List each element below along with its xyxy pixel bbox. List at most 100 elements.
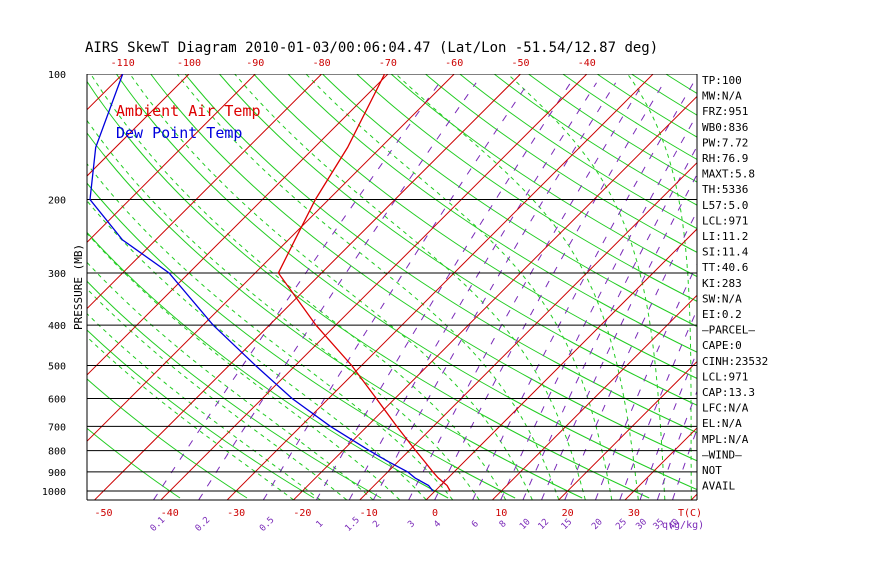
- mixing-ratio-label: 20: [590, 517, 605, 532]
- mixing-ratio-line: [673, 83, 847, 500]
- mixing-ratio-label: 6: [470, 519, 481, 530]
- top-temp-tick-label: -110: [111, 58, 135, 69]
- index-label: —WIND—: [702, 448, 742, 461]
- index-label: NOT: [702, 464, 722, 477]
- dry-adiabat-line: [323, 74, 870, 498]
- mixing-ratio-label: 15: [560, 517, 575, 532]
- temp-tick-label: -50: [94, 508, 112, 519]
- dry-adiabat-line: [735, 74, 870, 498]
- mixing-ratio-label: 10: [518, 517, 533, 532]
- legend-dew-point-temp: Dew Point Temp: [116, 124, 242, 142]
- temp-tick-label: -40: [161, 508, 179, 519]
- dry-adiabat-line: [460, 74, 870, 498]
- mixing-ratio-line: [596, 83, 789, 500]
- mixing-ratio-label: 2: [371, 519, 382, 530]
- index-label: L57:5.0: [702, 199, 748, 212]
- pressure-tick-label: 100: [48, 70, 66, 81]
- top-temp-tick-label: -80: [313, 58, 331, 69]
- isotherm-line: [493, 74, 870, 500]
- index-label: FRZ:951: [702, 105, 748, 118]
- mixing-ratio-label: 1: [315, 519, 326, 530]
- isotherm-line: [426, 74, 852, 500]
- index-label: LCL:971: [702, 214, 748, 227]
- mixing-ratio-label: 0.2: [194, 515, 213, 534]
- mixing-ratio-label: 12: [537, 517, 552, 532]
- temp-tick-label: 30: [628, 508, 640, 519]
- index-label: SW:N/A: [702, 292, 742, 305]
- index-label: LCL:971: [702, 370, 748, 383]
- index-label: —PARCEL—: [702, 324, 755, 337]
- pressure-tick-label: 600: [48, 395, 66, 406]
- mixing-ratio-line: [373, 83, 615, 500]
- mixing-ratio-line: [199, 83, 476, 500]
- temperature-axis-label: T(C): [678, 508, 702, 519]
- index-label: CINH:23532: [702, 355, 768, 368]
- index-label: EI:0.2: [702, 308, 742, 321]
- pressure-tick-label: 700: [48, 422, 66, 433]
- mixing-ratio-label: 8: [498, 519, 509, 530]
- top-temp-tick-label: -70: [379, 58, 397, 69]
- index-label: KI:283: [702, 277, 742, 290]
- dry-adiabat-line: [494, 74, 870, 498]
- mixing-ratio-line: [154, 83, 440, 500]
- isotherm-line: [0, 74, 123, 500]
- moist-adiabat-line: [235, 74, 586, 500]
- isotherm-line: [294, 74, 720, 500]
- index-label: TP:100: [702, 74, 742, 87]
- mixing-ratio-label: 4: [432, 519, 443, 530]
- dry-adiabat-line: [13, 74, 515, 498]
- index-label: LFC:N/A: [702, 402, 749, 415]
- temp-tick-label: 0: [432, 508, 438, 519]
- temp-tick-label: 20: [562, 508, 574, 519]
- pressure-tick-label: 500: [48, 362, 66, 373]
- index-label: RH:76.9: [702, 152, 748, 165]
- index-label: WB0:836: [702, 121, 748, 134]
- temp-tick-label: -20: [293, 508, 311, 519]
- temp-tick-label: -30: [227, 508, 245, 519]
- index-label: MPL:N/A: [702, 433, 749, 446]
- top-temp-tick-label: -60: [445, 58, 463, 69]
- index-label: SI:11.4: [702, 246, 749, 259]
- mixing-ratio-label: 3: [406, 519, 417, 530]
- temp-tick-label: 10: [495, 508, 507, 519]
- pressure-tick-label: 900: [48, 468, 66, 479]
- top-temp-tick-label: -50: [511, 58, 529, 69]
- mixing-ratio-label: 30: [634, 517, 649, 532]
- index-label: CAP:13.3: [702, 386, 755, 399]
- temp-tick-label: -10: [360, 508, 378, 519]
- pressure-tick-label: 400: [48, 321, 66, 332]
- dry-adiabat-line: [151, 74, 784, 498]
- isotherm-line: [0, 74, 56, 500]
- y-axis-label: PRESSURE (MB): [72, 244, 85, 330]
- top-temp-tick-label: -90: [246, 58, 264, 69]
- legend-ambient-air-temp: Ambient Air Temp: [116, 102, 261, 120]
- index-label: MAXT:5.8: [702, 168, 755, 181]
- index-label: MW:N/A: [702, 90, 742, 103]
- isotherm-line: [758, 74, 870, 500]
- pressure-tick-label: 300: [48, 269, 66, 280]
- dry-adiabat-line: [357, 74, 870, 498]
- index-label: LI:11.2: [702, 230, 748, 243]
- chart-title: AIRS SkewT Diagram 2010-01-03/00:06:04.4…: [85, 40, 658, 56]
- dry-adiabat-line: [185, 74, 850, 498]
- index-label: TH:5336: [702, 183, 748, 196]
- mixing-ratio-line: [409, 83, 644, 500]
- dry-adiabat-line: [391, 74, 870, 498]
- index-label: TT:40.6: [702, 261, 748, 274]
- pressure-tick-label: 1000: [42, 487, 66, 498]
- dry-adiabat-line: [219, 74, 870, 498]
- index-label: CAPE:0: [702, 339, 742, 352]
- mixing-ratio-label: 25: [614, 517, 629, 532]
- top-temp-tick-label: -100: [177, 58, 201, 69]
- isotherm-line: [227, 74, 653, 500]
- moist-adiabat-line: [508, 74, 665, 500]
- index-label: EL:N/A: [702, 417, 742, 430]
- pressure-tick-label: 200: [48, 196, 66, 207]
- index-label: AVAIL: [702, 480, 735, 493]
- top-temp-tick-label: -40: [578, 58, 596, 69]
- mixing-ratio-label: 0.5: [258, 515, 277, 534]
- pressure-tick-label: 800: [48, 447, 66, 458]
- mixing-ratio-line: [473, 83, 694, 500]
